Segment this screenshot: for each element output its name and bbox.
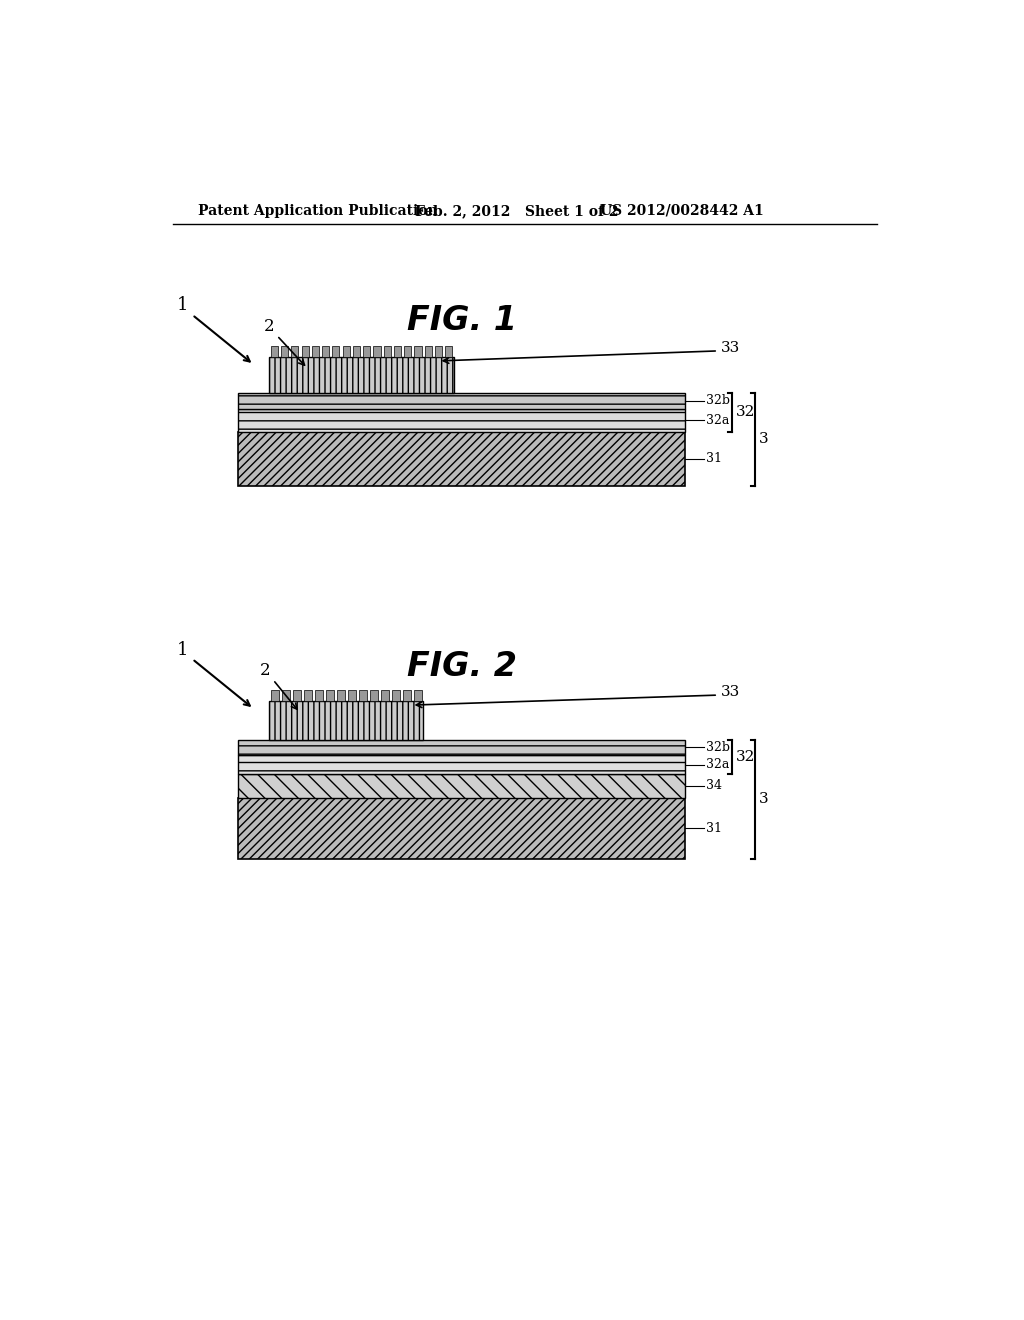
Bar xyxy=(402,690,411,701)
Bar xyxy=(281,346,288,358)
Text: Feb. 2, 2012   Sheet 1 of 2: Feb. 2, 2012 Sheet 1 of 2 xyxy=(416,203,618,218)
Bar xyxy=(348,690,355,701)
Bar xyxy=(269,358,454,393)
Text: 33: 33 xyxy=(721,341,740,355)
Text: 32: 32 xyxy=(736,750,755,764)
Bar xyxy=(394,346,401,358)
Bar xyxy=(370,690,378,701)
Text: US 2012/0028442 A1: US 2012/0028442 A1 xyxy=(600,203,764,218)
Text: Patent Application Publication: Patent Application Publication xyxy=(199,203,438,218)
Text: 31: 31 xyxy=(706,453,722,465)
Text: 3: 3 xyxy=(759,792,768,807)
Text: 2: 2 xyxy=(264,318,274,335)
Bar xyxy=(415,346,422,358)
Bar xyxy=(301,346,308,358)
Bar xyxy=(374,346,381,358)
Bar xyxy=(414,690,422,701)
Bar xyxy=(239,797,685,859)
Text: 33: 33 xyxy=(721,685,740,700)
Bar xyxy=(425,346,432,358)
Bar xyxy=(311,346,318,358)
Bar xyxy=(435,346,442,358)
Bar xyxy=(269,701,423,739)
Bar xyxy=(392,690,399,701)
Text: 32a: 32a xyxy=(706,758,729,771)
Bar xyxy=(381,690,388,701)
Bar xyxy=(326,690,334,701)
Bar xyxy=(384,346,391,358)
Bar xyxy=(282,690,290,701)
Bar xyxy=(293,690,300,701)
Text: 32b: 32b xyxy=(706,395,730,408)
Bar xyxy=(445,346,453,358)
Bar xyxy=(291,346,298,358)
Bar xyxy=(239,755,685,775)
Bar xyxy=(404,346,412,358)
Bar xyxy=(358,690,367,701)
Text: 3: 3 xyxy=(759,433,768,446)
Bar xyxy=(270,346,278,358)
Bar xyxy=(239,393,685,409)
Bar xyxy=(304,690,311,701)
Bar xyxy=(337,690,344,701)
Bar xyxy=(270,690,279,701)
Text: 2: 2 xyxy=(260,661,270,678)
Text: 1: 1 xyxy=(177,640,188,659)
Text: 1: 1 xyxy=(177,297,188,314)
Text: 32b: 32b xyxy=(706,741,730,754)
Text: 34: 34 xyxy=(706,779,722,792)
Bar xyxy=(333,346,340,358)
Bar xyxy=(239,432,685,486)
Bar xyxy=(314,690,323,701)
Text: FIG. 2: FIG. 2 xyxy=(407,651,517,684)
Bar xyxy=(364,346,371,358)
Text: FIG. 1: FIG. 1 xyxy=(407,304,517,337)
Text: 32a: 32a xyxy=(706,413,729,426)
Bar xyxy=(239,775,685,797)
Bar xyxy=(353,346,360,358)
Bar xyxy=(322,346,330,358)
Bar xyxy=(343,346,350,358)
Text: 32: 32 xyxy=(736,405,755,420)
Text: 31: 31 xyxy=(706,822,722,834)
Bar xyxy=(239,739,685,755)
Bar xyxy=(239,409,685,432)
